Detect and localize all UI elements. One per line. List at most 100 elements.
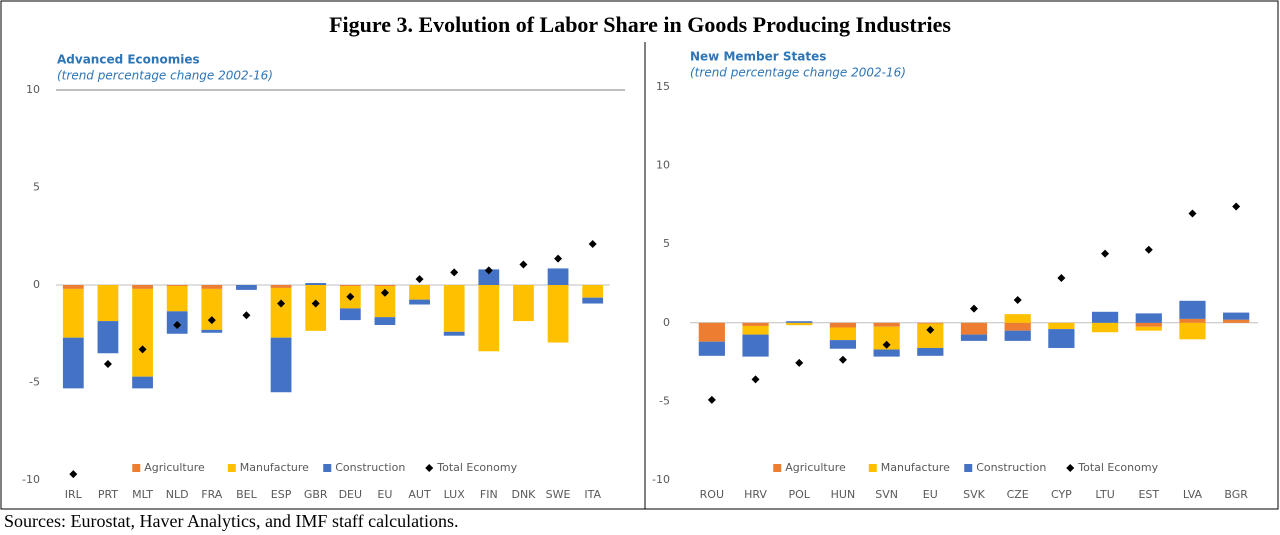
legend-swatch — [773, 464, 782, 472]
x-tick-label: SVN — [875, 488, 898, 501]
bar-segment — [166, 285, 188, 312]
x-tick-label: BGR — [1224, 488, 1248, 501]
x-tick-label: ESP — [271, 488, 292, 501]
bar-segment — [1179, 300, 1206, 319]
chart-subtitle: (trend percentage change 2002-16) — [690, 66, 906, 80]
bar-segment — [1004, 314, 1031, 323]
legend-label: Manufacture — [240, 461, 309, 474]
bar-segment — [1135, 322, 1162, 327]
total-marker — [138, 345, 147, 354]
total-marker — [173, 320, 182, 329]
bar-segment — [62, 337, 84, 389]
bar-segment — [829, 340, 857, 349]
bar-segment — [409, 285, 430, 300]
x-tick-label: BEL — [236, 488, 257, 501]
bar-segment — [547, 268, 569, 285]
x-tick-label: CZE — [1007, 488, 1029, 501]
bar-segment — [97, 285, 119, 322]
legend-label: Total Economy — [436, 461, 517, 474]
legend-label: Agriculture — [785, 461, 846, 474]
legend-swatch — [323, 464, 332, 472]
bar-segment — [960, 322, 988, 335]
bar-segment — [236, 285, 257, 290]
bar-segment — [1135, 313, 1162, 323]
bar-segment — [582, 285, 604, 298]
y-tick-label: 15 — [656, 80, 670, 93]
bar-segment — [305, 285, 327, 331]
x-tick-label: LVA — [1183, 488, 1203, 501]
legend-label: Agriculture — [144, 461, 205, 474]
bar-segment — [270, 285, 292, 288]
legend-marker — [1066, 464, 1075, 472]
x-tick-label: POL — [789, 488, 811, 501]
total-marker — [1144, 245, 1153, 254]
legend-swatch — [132, 464, 141, 472]
y-tick-label: 5 — [663, 237, 670, 250]
bar-segment — [547, 285, 569, 343]
bar-segment — [478, 285, 500, 352]
x-tick-label: IRL — [65, 488, 83, 501]
total-marker — [1013, 296, 1022, 305]
bar-segment — [960, 334, 988, 341]
bar-segment — [786, 321, 813, 323]
figure-border — [0, 0, 1279, 510]
bar-segment — [786, 322, 813, 326]
source: Sources: Eurostat, Haver Analytics, and … — [4, 511, 459, 531]
x-tick-label: ITA — [584, 488, 601, 501]
bar-segment — [1048, 329, 1075, 348]
legend-label: Construction — [335, 461, 405, 474]
chart-title: Advanced Economies — [57, 53, 200, 67]
bar-segment — [917, 322, 944, 324]
total-marker — [450, 268, 459, 277]
x-tick-label: AUT — [408, 488, 431, 501]
total-marker — [415, 275, 424, 284]
bar-segment — [582, 297, 604, 304]
bar-segment — [1091, 322, 1119, 333]
x-tick-label: FRA — [201, 488, 223, 501]
bar-segment — [742, 325, 769, 335]
total-marker — [484, 266, 493, 275]
bar-segment — [132, 288, 153, 377]
bar-segment — [698, 341, 725, 356]
bar-segment — [873, 326, 900, 350]
bar-segment — [742, 322, 769, 326]
legend-label: Total Economy — [1077, 461, 1158, 474]
y-tick-label: 5 — [33, 181, 40, 194]
bar-segment — [1004, 330, 1031, 341]
total-marker — [707, 395, 716, 404]
bar-segment — [339, 308, 361, 321]
bar-segment — [132, 376, 153, 389]
total-marker — [1188, 209, 1197, 218]
y-tick-label: -10 — [22, 473, 40, 486]
bar-segment — [1135, 326, 1162, 331]
y-tick-label: -10 — [652, 473, 670, 486]
bar-segment — [201, 285, 223, 289]
y-tick-label: -5 — [29, 376, 40, 389]
bar-segment — [166, 285, 188, 286]
legend-swatch — [227, 464, 236, 472]
bar-segment — [1004, 322, 1031, 331]
legend-marker — [425, 464, 434, 472]
bar-segment — [374, 285, 396, 286]
bar-segment — [443, 285, 465, 332]
total-marker — [926, 325, 935, 334]
bar-segment — [513, 285, 534, 322]
bar-segment — [1223, 319, 1250, 323]
bar-segment — [742, 334, 769, 357]
x-tick-label: CYP — [1051, 488, 1072, 501]
x-tick-label: LTU — [1095, 488, 1114, 501]
y-tick-label: 0 — [33, 278, 40, 291]
bar-segment — [339, 285, 361, 286]
bar-segment — [97, 321, 119, 354]
bar-segment — [829, 327, 857, 341]
y-tick-label: 0 — [663, 316, 670, 329]
total-marker — [1232, 202, 1241, 211]
total-marker — [103, 359, 112, 368]
x-tick-label: DNK — [511, 488, 536, 501]
x-tick-label: ROU — [700, 488, 724, 501]
total-marker — [588, 240, 597, 249]
chart-subtitle: (trend percentage change 2002-16) — [57, 69, 273, 83]
bar-segment — [201, 329, 223, 333]
x-tick-label: EU — [377, 488, 392, 501]
